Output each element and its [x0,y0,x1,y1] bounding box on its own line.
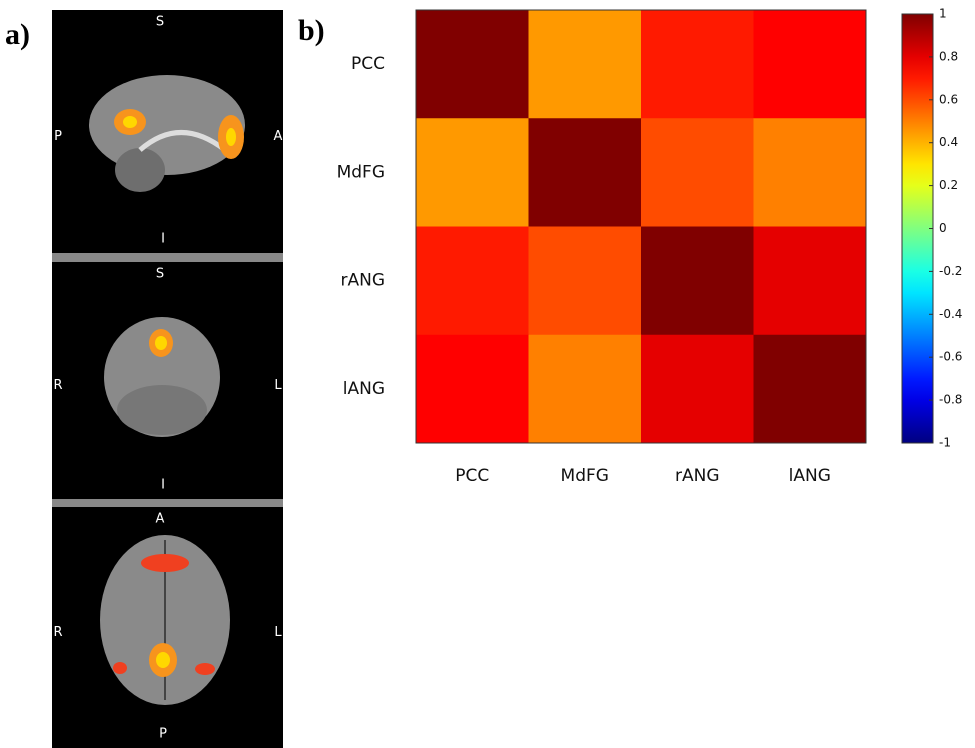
x-tick-label: rANG [675,466,720,486]
panel-label: a) [5,18,30,51]
activation [113,662,127,674]
separator [52,499,283,507]
orientation-label: I [161,232,165,247]
activation [141,554,189,572]
heatmap-cell [529,118,642,227]
orientation-label: A [274,129,283,144]
heatmap-cell [416,10,529,119]
heatmap-cell [641,335,754,444]
heatmap-cell [754,335,867,444]
orientation-label: L [274,378,282,393]
orientation-label: A [156,512,165,527]
heatmap-cell [416,118,529,227]
heatmap-cell [416,335,529,444]
colorbar-tick-label: 0 [939,221,947,235]
brain [117,385,207,435]
x-tick-label: MdFG [561,466,609,486]
orientation-label: R [53,378,62,393]
x-tick-label: lANG [789,466,831,486]
y-tick-label: lANG [343,379,385,399]
orientation-label: P [159,727,167,742]
colorbar-tick-label: 0.6 [939,92,958,106]
heatmap-cell [529,10,642,119]
heatmap-cell [641,10,754,119]
colorbar-tick-label: 0.8 [939,49,958,63]
heatmap-cell [529,227,642,336]
brain-panel [52,10,283,748]
heatmap-cell [754,10,867,119]
brain [115,148,165,192]
colorbar-tick-label: -0.2 [939,264,962,278]
activation [195,663,215,675]
y-tick-label: rANG [340,271,385,291]
heatmap-cell [416,227,529,336]
colorbar-tick-label: -0.4 [939,307,962,321]
colorbar-tick-label: -0.8 [939,393,962,407]
heatmap-cell [754,118,867,227]
heatmap-cell [754,227,867,336]
colorbar-tick-label: -1 [939,436,951,450]
orientation-label: R [53,625,62,640]
figure: a) b) S I P A S I R L A P R L PCC MdFG rANG lANG PCC MdFG… [0,0,975,748]
separator [52,253,283,262]
heatmap-cell [529,335,642,444]
heatmap-cell [641,227,754,336]
activation [123,116,137,128]
orientation-label: I [161,478,165,493]
activation [155,336,167,350]
activation [156,652,170,668]
orientation-label: P [54,129,62,144]
heatmap-cell [641,118,754,227]
colorbar [902,14,933,443]
colorbar-tick-label: -0.6 [939,350,962,364]
colorbar-tick-label: 0.2 [939,178,958,192]
orientation-label: L [274,625,282,640]
colorbar-tick-label: 0.4 [939,135,958,149]
x-tick-label: PCC [455,466,489,486]
orientation-label: S [156,267,164,282]
colorbar-tick-label: 1 [939,7,947,21]
y-tick-label: PCC [351,54,385,74]
y-tick-label: MdFG [337,162,385,182]
panel-label: b) [298,14,325,47]
activation [226,128,236,146]
orientation-label: S [156,15,164,30]
